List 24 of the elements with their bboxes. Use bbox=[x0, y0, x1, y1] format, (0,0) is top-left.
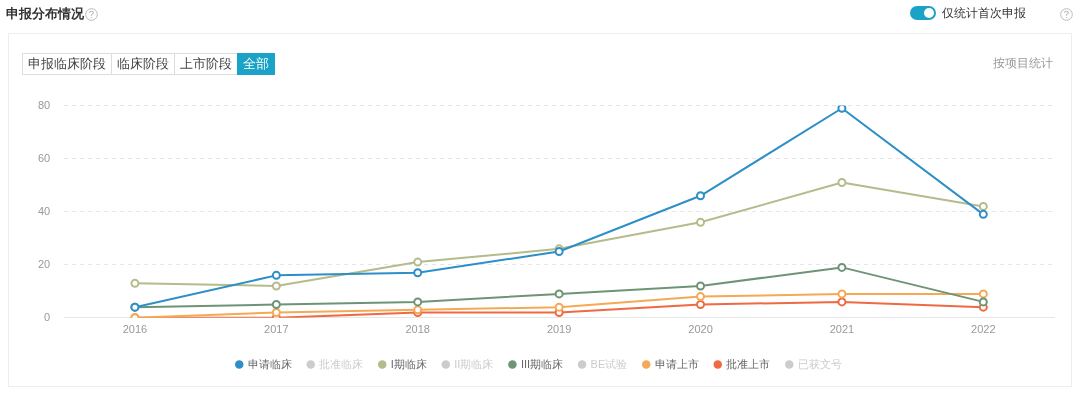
legend-label: 批准上市 bbox=[726, 357, 771, 370]
legend-label: I期临床 bbox=[390, 357, 427, 370]
x-tick-label: 2021 bbox=[829, 323, 855, 336]
x-tick-label: 2018 bbox=[405, 323, 430, 336]
legend-label: III期临床 bbox=[520, 357, 564, 370]
legend-label: 申请临床 bbox=[247, 357, 292, 370]
text: 申报临床阶段 bbox=[22, 53, 112, 75]
x-tick-label: 2020 bbox=[688, 323, 713, 336]
x-tick-label: 2016 bbox=[122, 323, 148, 336]
y-tick-label: 20 bbox=[37, 257, 51, 270]
text: 临床阶段 bbox=[111, 53, 175, 75]
chart-title: 申报分布情况 bbox=[6, 5, 84, 23]
text: 上市阶段 bbox=[174, 53, 238, 75]
x-tick-label: 2022 bbox=[971, 323, 996, 336]
x-tick-label: 2017 bbox=[264, 323, 289, 336]
y-tick-label: 40 bbox=[37, 204, 51, 217]
legend-label: 申请上市 bbox=[654, 357, 699, 370]
text: 按项目统计 bbox=[993, 55, 1053, 72]
y-tick-label: 0 bbox=[44, 310, 51, 323]
text: 仅统计首次申报 bbox=[942, 5, 1026, 22]
x-tick-label: 2019 bbox=[546, 323, 572, 336]
text: 全部 bbox=[237, 53, 275, 75]
y-tick-label: 80 bbox=[37, 98, 51, 111]
y-tick-label: 60 bbox=[37, 151, 51, 164]
